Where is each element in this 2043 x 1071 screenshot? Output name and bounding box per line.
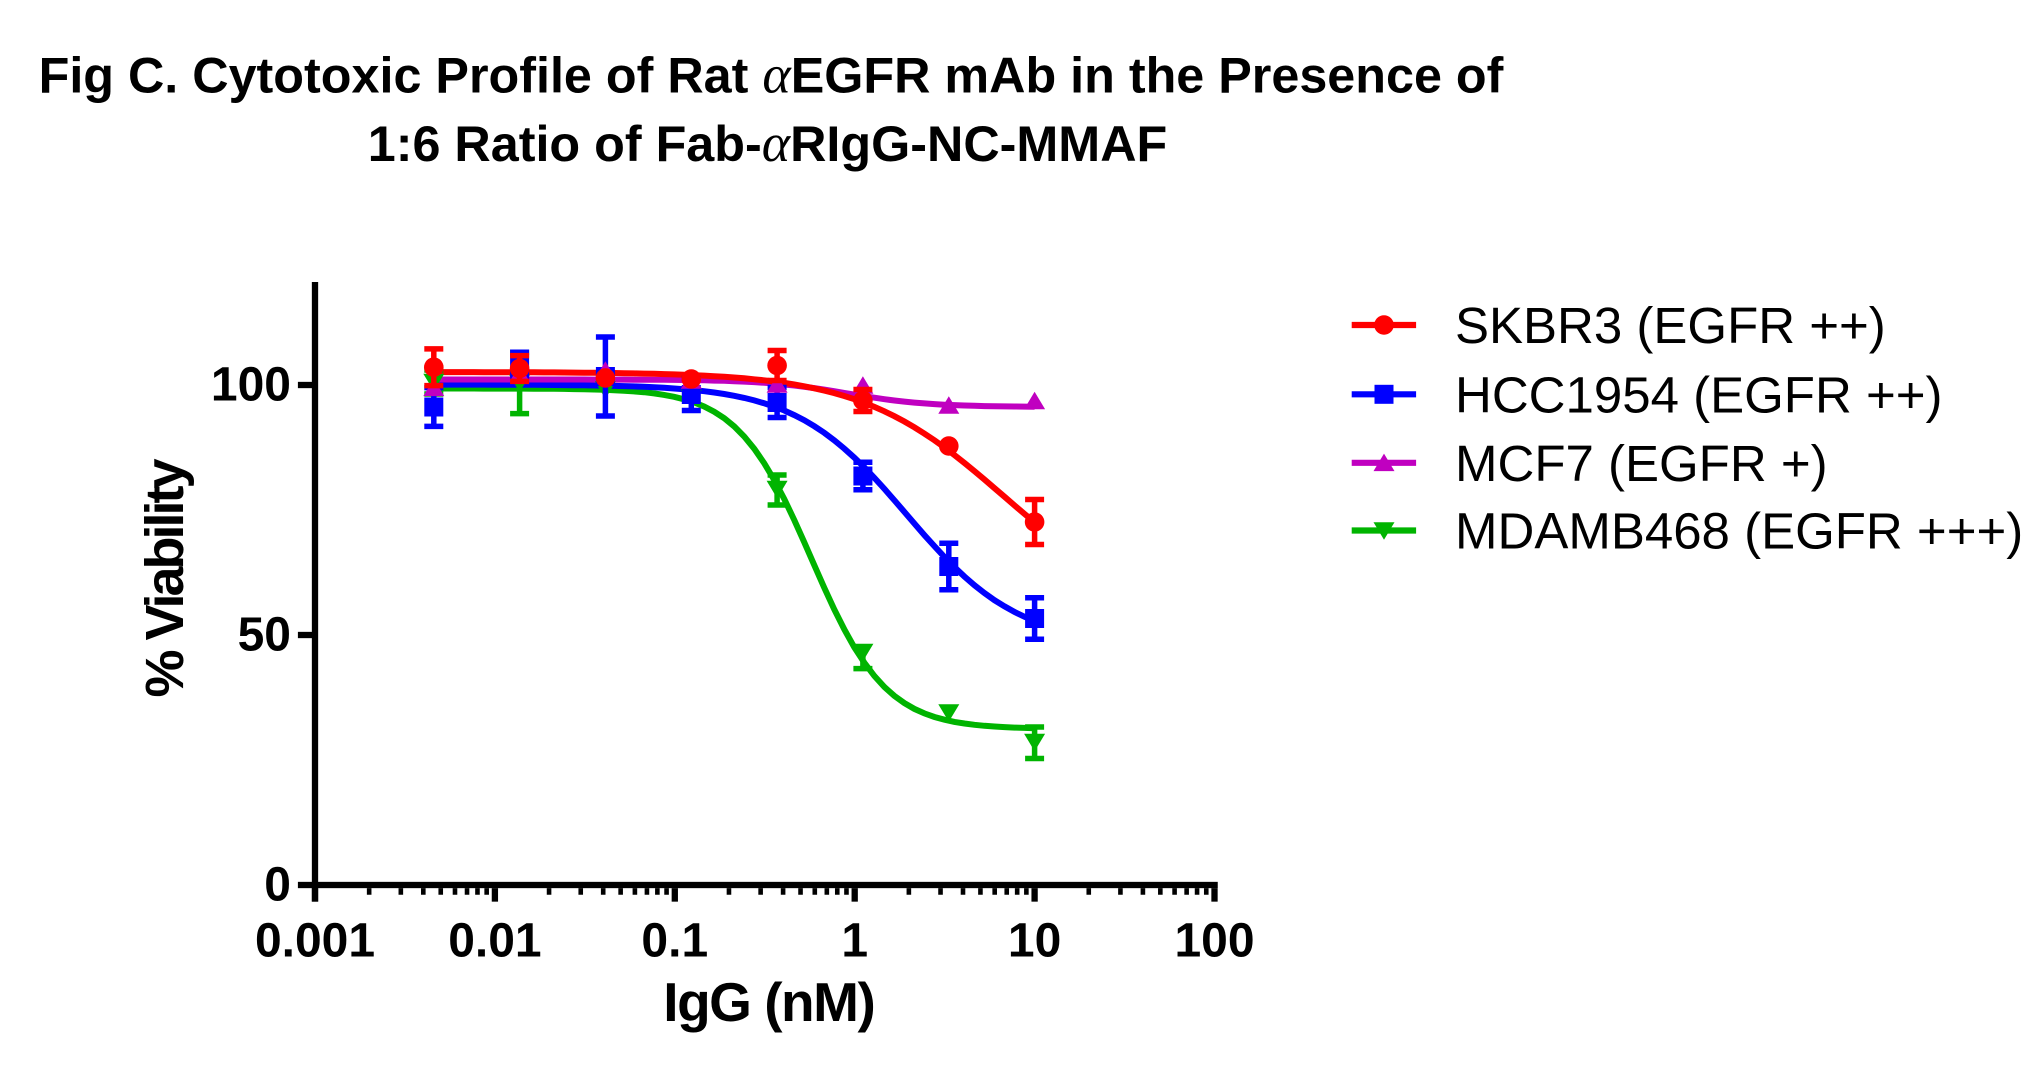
svg-text:0: 0 xyxy=(264,858,291,911)
svg-text:100: 100 xyxy=(1174,914,1254,967)
svg-text:1:6 Ratio of Fab-αRIgG-NC-MMAF: 1:6 Ratio of Fab-αRIgG-NC-MMAF xyxy=(368,113,1168,173)
svg-text:1: 1 xyxy=(841,914,868,967)
svg-text:0.001: 0.001 xyxy=(255,914,375,967)
svg-text:HCC1954 (EGFR ++): HCC1954 (EGFR ++) xyxy=(1455,367,1943,424)
svg-text:MCF7 (EGFR +): MCF7 (EGFR +) xyxy=(1455,435,1828,492)
svg-text:MDAMB468 (EGFR +++): MDAMB468 (EGFR +++) xyxy=(1455,503,2023,560)
svg-text:100: 100 xyxy=(211,358,291,411)
svg-text:0.01: 0.01 xyxy=(448,914,541,967)
svg-text:10: 10 xyxy=(1008,914,1061,967)
svg-text:Fig C. Cytotoxic Profile of Ra: Fig C. Cytotoxic Profile of Rat αEGFR mA… xyxy=(39,45,1504,105)
svg-text:% Viability: % Viability xyxy=(135,458,195,697)
svg-text:IgG (nM): IgG (nM) xyxy=(663,971,874,1033)
svg-text:50: 50 xyxy=(238,608,291,661)
svg-text:0.1: 0.1 xyxy=(641,914,708,967)
svg-text:SKBR3 (EGFR ++): SKBR3 (EGFR ++) xyxy=(1455,297,1886,354)
